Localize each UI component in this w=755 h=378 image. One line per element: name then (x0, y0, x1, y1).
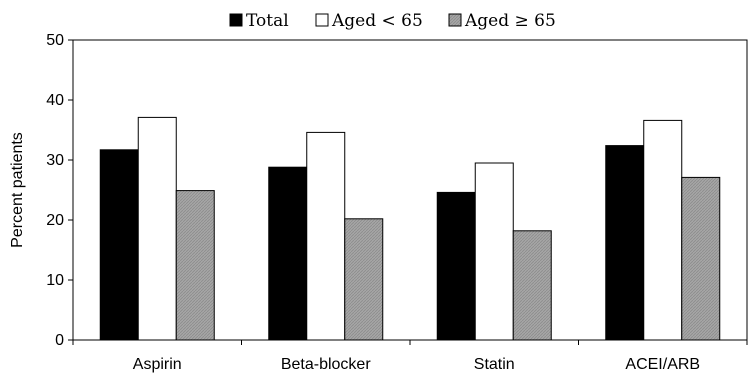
bar-aged-65-plus (175, 190, 215, 341)
x-category-label: Beta-blocker (281, 356, 371, 373)
bar-total (268, 166, 308, 341)
y-tick-label: 10 (46, 272, 64, 289)
bar-aged-under-65 (474, 162, 514, 341)
bar-total (605, 145, 645, 341)
bar-aged-65-plus (512, 230, 552, 341)
bar-total (99, 149, 139, 341)
x-category-label: Statin (474, 356, 515, 373)
x-category-label: ACEI/ARB (625, 356, 700, 373)
y-axis-title: Percent patients (9, 132, 26, 248)
legend-swatch-aged-65-plus (448, 13, 462, 27)
y-tick-label: 0 (55, 332, 64, 349)
bar-aged-under-65 (137, 116, 177, 341)
bar-total (436, 191, 476, 341)
legend-label-total: Total (246, 11, 289, 31)
y-tick-label: 20 (46, 212, 64, 229)
legend: Total Aged < 65 Aged ≥ 65 (229, 11, 556, 31)
bar-aged-65-plus (681, 176, 721, 341)
legend-label-aged-65-plus: Aged ≥ 65 (464, 11, 556, 31)
y-tick-label: 50 (46, 32, 64, 49)
bar-aged-under-65 (643, 119, 683, 341)
y-tick-label: 40 (46, 92, 64, 109)
bar-aged-65-plus (344, 218, 384, 341)
x-category-label: Aspirin (133, 356, 182, 373)
y-tick-label: 30 (46, 152, 64, 169)
bar-aged-under-65 (306, 131, 346, 341)
legend-label-aged-under-65: Aged < 65 (331, 11, 423, 31)
plot-area: 0 10 20 30 40 50 Aspirin Beta-blocker Statin ACEI… (46, 32, 748, 373)
legend-swatch-aged-under-65 (315, 13, 329, 27)
legend-swatch-total (229, 13, 243, 27)
